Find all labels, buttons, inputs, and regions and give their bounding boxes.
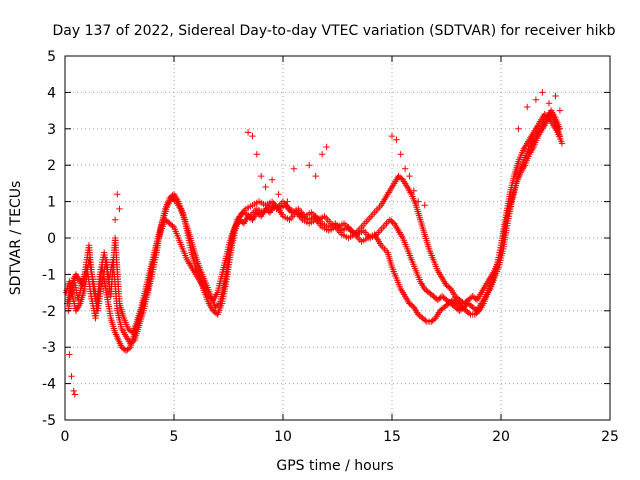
- x-tick-label: 10: [274, 429, 292, 445]
- data-point: [558, 140, 566, 147]
- data-point: [319, 151, 326, 158]
- data-point: [539, 89, 546, 96]
- data-point: [545, 100, 553, 107]
- data-point: [215, 301, 222, 308]
- data-point: [524, 103, 531, 111]
- y-tick-label: -3: [42, 340, 56, 356]
- y-tick-label: 1: [47, 195, 56, 211]
- data-point: [388, 132, 396, 140]
- y-tick-label: -1: [42, 267, 56, 283]
- y-tick-label: 3: [47, 122, 56, 138]
- y-tick-label: 4: [47, 85, 56, 101]
- y-tick-label: 0: [47, 231, 56, 247]
- y-axis-label: SDTVAR / TECUs: [8, 181, 24, 296]
- data-point: [244, 129, 252, 136]
- data-point: [312, 172, 319, 180]
- y-tick-label: 2: [47, 158, 56, 174]
- data-point: [70, 387, 77, 395]
- x-tick-label: 15: [383, 429, 401, 445]
- y-tick-label: -4: [42, 377, 56, 393]
- data-point: [306, 162, 313, 169]
- data-point: [169, 222, 176, 230]
- data-point: [290, 165, 298, 172]
- data-point: [410, 187, 417, 194]
- data-point: [552, 92, 559, 100]
- data-point: [401, 165, 409, 172]
- data-point: [253, 151, 260, 158]
- x-axis-label: GPS time / hours: [276, 458, 393, 474]
- data-point: [323, 143, 330, 151]
- data-point: [422, 317, 429, 324]
- tick-labels: 0 5 10 15 20 25 -5 -4 -3 -2 -1 0 1 2 3 4 5: [42, 49, 619, 445]
- data-point: [415, 198, 422, 205]
- data-point: [262, 183, 269, 191]
- data-point: [421, 202, 428, 209]
- data-point: [406, 172, 413, 180]
- chart-title: Day 137 of 2022, Sidereal Day-to-day VTE…: [53, 23, 616, 39]
- data-point: [284, 198, 291, 205]
- data-point: [268, 176, 276, 183]
- data-point: [71, 391, 78, 398]
- x-tick-label: 20: [492, 429, 510, 445]
- data-point: [275, 191, 282, 198]
- data-point: [393, 136, 400, 143]
- data-point: [114, 191, 121, 198]
- data-point: [532, 96, 540, 103]
- data-point: [397, 151, 404, 158]
- axis-ticks: [64, 55, 611, 421]
- data-point: [116, 205, 123, 213]
- data-point: [249, 132, 256, 140]
- data-point: [130, 337, 137, 345]
- data-point: [465, 310, 473, 317]
- data-point: [556, 107, 564, 114]
- data-point: [68, 373, 75, 380]
- y-tick-label: -2: [42, 304, 56, 320]
- data-point: [111, 216, 119, 223]
- y-tick-label: 5: [47, 49, 56, 65]
- data-points: [62, 89, 566, 398]
- y-tick-label: -5: [42, 413, 56, 429]
- data-point: [556, 132, 564, 140]
- data-point: [258, 172, 265, 180]
- x-tick-label: 25: [601, 429, 619, 445]
- grid: [65, 56, 610, 420]
- data-point: [66, 351, 73, 358]
- x-tick-label: 5: [170, 429, 179, 445]
- x-tick-label: 0: [61, 429, 70, 445]
- data-point: [515, 125, 522, 132]
- data-point: [125, 345, 133, 352]
